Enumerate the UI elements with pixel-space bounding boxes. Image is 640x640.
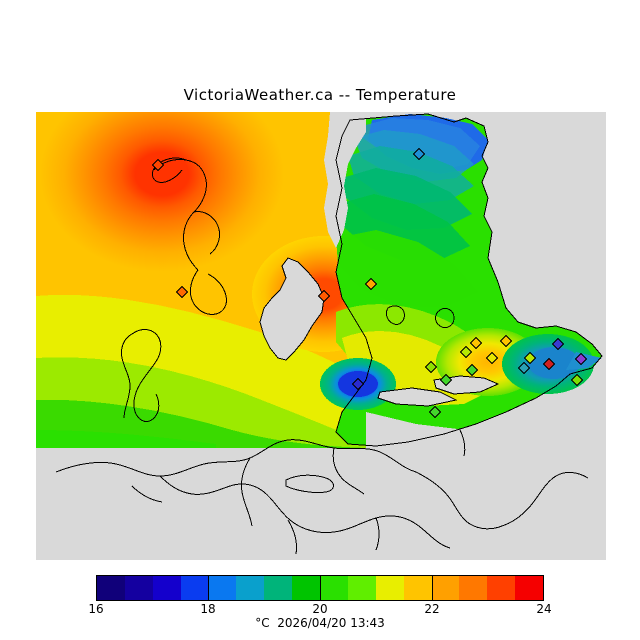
coastlines bbox=[55, 113, 603, 555]
colorbar-segment bbox=[431, 576, 460, 600]
station-marker-diamond[interactable] bbox=[469, 336, 483, 350]
station-marker[interactable] bbox=[428, 405, 442, 419]
station-marker-diamond[interactable] bbox=[364, 277, 378, 291]
colorbar-tick-label: 22 bbox=[424, 602, 440, 616]
colorbar-tick-label: 16 bbox=[88, 602, 104, 616]
station-marker[interactable] bbox=[175, 285, 189, 299]
station-marker-diamond[interactable] bbox=[317, 289, 331, 303]
colorbar-segment bbox=[180, 576, 209, 600]
station-marker[interactable] bbox=[364, 277, 378, 291]
station-marker[interactable] bbox=[317, 289, 331, 303]
station-marker[interactable] bbox=[151, 158, 165, 172]
colorbar-segment bbox=[320, 576, 348, 600]
colorbar-segment bbox=[487, 576, 516, 600]
colorbar-segment bbox=[375, 576, 404, 600]
station-marker-diamond[interactable] bbox=[439, 373, 453, 387]
station-marker-diamond[interactable] bbox=[151, 158, 165, 172]
colorbar[interactable] bbox=[96, 575, 544, 601]
station-marker-diamond[interactable] bbox=[574, 352, 588, 366]
colorbar-caption: °C 2026/04/20 13:43 bbox=[255, 616, 385, 630]
colorbar-tick-label: 18 bbox=[200, 602, 216, 616]
station-marker-diamond[interactable] bbox=[551, 337, 565, 351]
station-marker[interactable] bbox=[523, 351, 537, 365]
map-canvas bbox=[36, 112, 606, 560]
station-marker[interactable] bbox=[424, 360, 438, 374]
colorbar-segment bbox=[403, 576, 432, 600]
station-marker[interactable] bbox=[412, 147, 426, 161]
colorbar-tick-label: 20 bbox=[312, 602, 328, 616]
station-marker-diamond[interactable] bbox=[459, 345, 473, 359]
station-marker[interactable] bbox=[469, 336, 483, 350]
station-marker[interactable] bbox=[439, 373, 453, 387]
station-marker[interactable] bbox=[499, 334, 513, 348]
colorbar-segment bbox=[236, 576, 265, 600]
station-marker-diamond[interactable] bbox=[465, 363, 479, 377]
station-marker-diamond[interactable] bbox=[517, 361, 531, 375]
station-marker-diamond[interactable] bbox=[424, 360, 438, 374]
station-marker[interactable] bbox=[465, 363, 479, 377]
colorbar-segment bbox=[347, 576, 376, 600]
colorbar-segment bbox=[292, 576, 320, 600]
temperature-map[interactable] bbox=[36, 112, 606, 560]
station-marker-diamond[interactable] bbox=[485, 351, 499, 365]
page-title: VictoriaWeather.ca -- Temperature bbox=[183, 86, 457, 104]
station-marker-diamond[interactable] bbox=[570, 373, 584, 387]
station-markers bbox=[151, 147, 588, 419]
contour-field-east bbox=[320, 114, 602, 446]
station-marker[interactable] bbox=[485, 351, 499, 365]
station-marker[interactable] bbox=[574, 352, 588, 366]
colorbar-segment bbox=[459, 576, 488, 600]
station-marker-diamond[interactable] bbox=[523, 351, 537, 365]
colorbar-segment bbox=[208, 576, 237, 600]
land-mask bbox=[36, 112, 606, 560]
colorbar-segment bbox=[515, 576, 543, 600]
station-marker[interactable] bbox=[517, 361, 531, 375]
station-marker-diamond[interactable] bbox=[428, 405, 442, 419]
colorbar-segment bbox=[124, 576, 153, 600]
station-marker-diamond[interactable] bbox=[542, 357, 556, 371]
station-marker[interactable] bbox=[551, 337, 565, 351]
colorbar-tick-label: 24 bbox=[536, 602, 552, 616]
colorbar-tick-labels: 16 18 20 22 24 bbox=[0, 602, 640, 618]
station-marker[interactable] bbox=[570, 373, 584, 387]
station-marker[interactable] bbox=[351, 377, 365, 391]
colorbar-segment bbox=[97, 576, 125, 600]
station-marker-diamond[interactable] bbox=[351, 377, 365, 391]
colorbar-segment bbox=[264, 576, 293, 600]
station-marker-diamond[interactable] bbox=[412, 147, 426, 161]
station-marker-diamond[interactable] bbox=[175, 285, 189, 299]
station-marker[interactable] bbox=[459, 345, 473, 359]
colorbar-segment bbox=[152, 576, 181, 600]
station-marker[interactable] bbox=[542, 357, 556, 371]
station-marker-diamond[interactable] bbox=[499, 334, 513, 348]
